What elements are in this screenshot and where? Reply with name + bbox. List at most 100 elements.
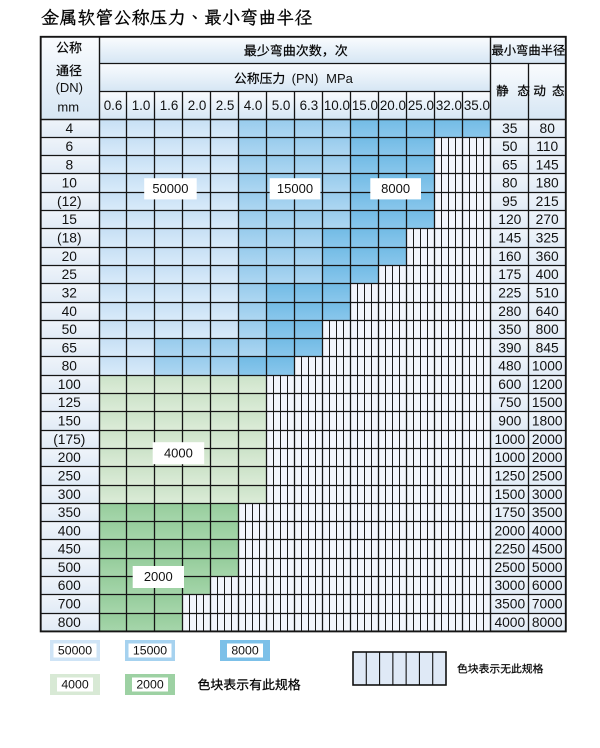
svg-text:35.0: 35.0	[464, 98, 490, 113]
svg-text:8000: 8000	[532, 615, 563, 630]
svg-text:95: 95	[502, 194, 518, 209]
svg-text:1000: 1000	[494, 432, 525, 447]
svg-text:120: 120	[498, 212, 521, 227]
svg-text:15: 15	[62, 212, 78, 227]
svg-text:32.0: 32.0	[436, 98, 462, 113]
svg-text:65: 65	[502, 157, 518, 172]
svg-text:125: 125	[58, 395, 81, 410]
svg-text:1500: 1500	[532, 395, 563, 410]
svg-text:6000: 6000	[532, 578, 563, 593]
svg-text:4000: 4000	[494, 615, 525, 630]
svg-text:20: 20	[62, 249, 78, 264]
svg-text:35: 35	[502, 121, 518, 136]
svg-text:mm: mm	[57, 100, 79, 115]
svg-text:640: 640	[536, 304, 559, 319]
svg-text:(12): (12)	[57, 194, 82, 209]
svg-text:700: 700	[58, 597, 81, 612]
svg-text:8000: 8000	[231, 644, 259, 658]
svg-text:3000: 3000	[494, 578, 525, 593]
svg-text:50000: 50000	[152, 181, 188, 196]
svg-text:(DN): (DN)	[56, 80, 83, 95]
svg-text:2500: 2500	[532, 468, 563, 483]
svg-text:50000: 50000	[58, 644, 92, 658]
svg-text:5000: 5000	[532, 560, 563, 575]
svg-text:100: 100	[58, 377, 81, 392]
svg-text:10.0: 10.0	[324, 98, 350, 113]
svg-text:2500: 2500	[494, 560, 525, 575]
svg-text:110: 110	[536, 139, 558, 154]
svg-text:4000: 4000	[164, 445, 193, 460]
svg-text:25.0: 25.0	[408, 98, 434, 113]
svg-text:3000: 3000	[532, 487, 563, 502]
svg-text:3500: 3500	[494, 597, 525, 612]
svg-text:4.0: 4.0	[244, 98, 263, 113]
svg-text:510: 510	[536, 286, 559, 301]
svg-text:750: 750	[498, 395, 521, 410]
svg-text:2250: 2250	[494, 542, 525, 557]
svg-text:300: 300	[58, 487, 81, 502]
svg-text:32: 32	[62, 286, 77, 301]
svg-text:10: 10	[62, 176, 78, 191]
svg-text:360: 360	[536, 249, 559, 264]
svg-text:600: 600	[498, 377, 521, 392]
svg-text:40: 40	[62, 304, 78, 319]
svg-text:2000: 2000	[144, 569, 173, 584]
svg-text:1750: 1750	[494, 505, 525, 520]
svg-text:145: 145	[498, 231, 521, 246]
svg-text:450: 450	[58, 542, 81, 557]
svg-text:1.0: 1.0	[132, 98, 151, 113]
svg-text:480: 480	[498, 359, 521, 374]
svg-text:2.5: 2.5	[216, 98, 235, 113]
svg-text:1000: 1000	[532, 359, 563, 374]
svg-text:80: 80	[540, 121, 556, 136]
svg-text:(PN): (PN)	[292, 71, 319, 86]
svg-text:390: 390	[498, 340, 521, 355]
svg-text:4: 4	[65, 121, 73, 136]
svg-text:65: 65	[62, 340, 78, 355]
svg-text:2000: 2000	[532, 432, 563, 447]
svg-text:MPa: MPa	[326, 71, 354, 86]
svg-text:150: 150	[58, 414, 81, 429]
svg-text:2.0: 2.0	[188, 98, 207, 113]
svg-text:0.6: 0.6	[104, 98, 123, 113]
svg-text:175: 175	[498, 267, 521, 282]
svg-text:845: 845	[536, 340, 559, 355]
svg-text:1250: 1250	[494, 468, 525, 483]
svg-text:25: 25	[62, 267, 78, 282]
svg-text:350: 350	[58, 505, 81, 520]
svg-text:400: 400	[536, 267, 559, 282]
svg-text:270: 270	[536, 212, 559, 227]
svg-text:350: 350	[498, 322, 521, 337]
svg-text:1200: 1200	[532, 377, 563, 392]
svg-text:5.0: 5.0	[272, 98, 291, 113]
svg-text:1500: 1500	[494, 487, 525, 502]
svg-text:280: 280	[498, 304, 521, 319]
svg-text:50: 50	[502, 139, 518, 154]
svg-text:(18): (18)	[57, 231, 82, 246]
svg-text:80: 80	[502, 176, 518, 191]
svg-text:200: 200	[58, 450, 81, 465]
svg-text:600: 600	[58, 578, 81, 593]
svg-text:6.3: 6.3	[300, 98, 319, 113]
svg-text:7000: 7000	[532, 597, 563, 612]
svg-text:225: 225	[498, 286, 521, 301]
svg-text:4500: 4500	[532, 542, 563, 557]
svg-text:1000: 1000	[494, 450, 525, 465]
svg-text:2000: 2000	[136, 678, 164, 692]
svg-text:250: 250	[58, 468, 81, 483]
svg-text:215: 215	[536, 194, 559, 209]
svg-text:800: 800	[58, 615, 81, 630]
svg-text:400: 400	[58, 523, 81, 538]
svg-text:15000: 15000	[133, 644, 167, 658]
svg-text:15000: 15000	[277, 181, 313, 196]
svg-text:145: 145	[536, 157, 559, 172]
svg-text:3500: 3500	[532, 505, 563, 520]
svg-text:160: 160	[498, 249, 521, 264]
svg-text:4000: 4000	[61, 678, 89, 692]
svg-text:2000: 2000	[494, 523, 525, 538]
svg-text:15.0: 15.0	[352, 98, 378, 113]
svg-text:180: 180	[536, 176, 559, 191]
svg-text:4000: 4000	[532, 523, 563, 538]
svg-text:(175): (175)	[53, 432, 85, 447]
svg-text:8: 8	[65, 157, 73, 172]
